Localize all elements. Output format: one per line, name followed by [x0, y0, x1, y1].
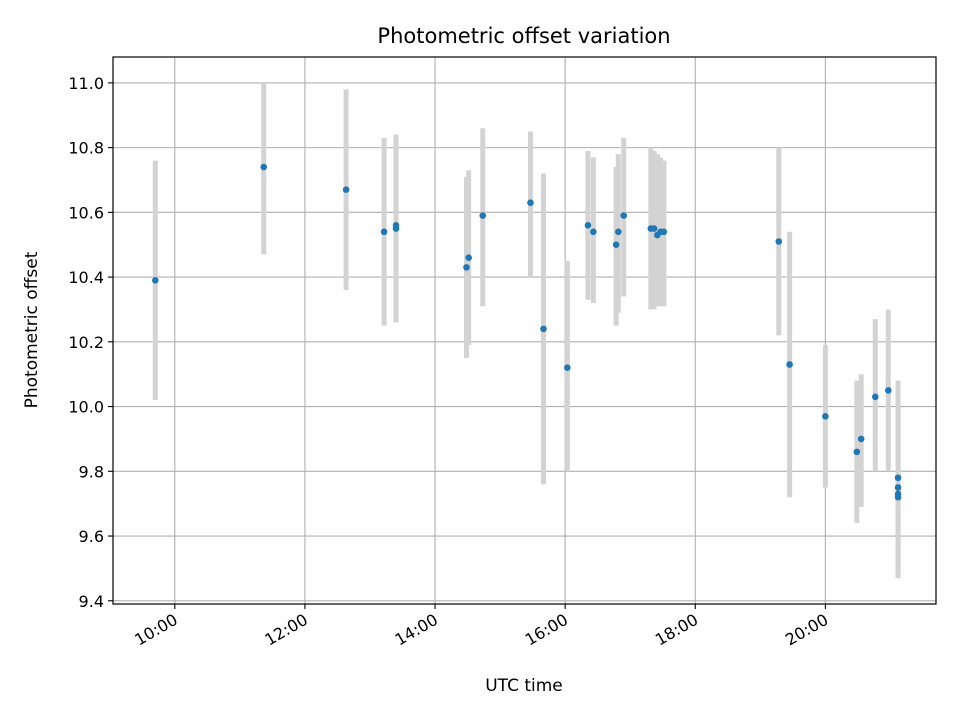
y-tick-label: 10.6 [68, 203, 104, 222]
y-tick-label: 9.4 [79, 592, 104, 611]
error-bars [152, 82, 901, 579]
data-points [151, 163, 902, 501]
x-tick-label: 14:00 [392, 610, 441, 650]
data-point [151, 277, 159, 284]
data-point [342, 186, 350, 194]
data-point [894, 493, 902, 501]
data-point [564, 364, 571, 372]
data-point [465, 254, 472, 261]
data-point [584, 222, 592, 229]
x-tick-label: 12:00 [261, 610, 310, 650]
chart-title: Photometric offset variation [377, 24, 670, 48]
plot-frame [112, 56, 937, 605]
data-point [380, 228, 388, 236]
data-point [822, 412, 829, 420]
data-point [884, 387, 892, 394]
y-axis: 9.4 9.6 9.8 10.0 10.2 10.4 10.6 10.8 11.0 [68, 74, 113, 611]
x-tick-label: 16:00 [522, 610, 571, 650]
y-tick-label: 10.8 [68, 139, 104, 158]
data-point [463, 264, 470, 271]
data-point [894, 474, 902, 482]
data-point [479, 212, 487, 219]
data-point [786, 361, 793, 368]
data-point [871, 393, 879, 401]
data-point [540, 325, 547, 333]
y-axis-label: Photometric offset [22, 251, 42, 408]
data-point [392, 225, 400, 232]
y-tick-label: 11.0 [68, 74, 104, 93]
data-point [894, 484, 902, 491]
x-axis: 10:00 12:00 14:00 16:00 18:00 20:00 [131, 604, 831, 649]
data-point [614, 228, 622, 236]
data-point [853, 448, 861, 456]
data-point [775, 238, 783, 245]
x-tick-label: 20:00 [782, 610, 831, 650]
data-point [620, 212, 628, 219]
y-tick-label: 10.4 [68, 268, 104, 287]
grid-lines [113, 57, 936, 604]
data-point [260, 163, 268, 171]
x-tick-label: 18:00 [652, 610, 701, 650]
x-tick-label: 10:00 [131, 610, 180, 650]
data-point [527, 199, 534, 206]
x-axis-label: UTC time [485, 676, 563, 696]
data-point [612, 241, 620, 249]
y-tick-label: 9.8 [79, 462, 104, 481]
data-point [590, 228, 597, 236]
y-tick-label: 10.2 [68, 333, 104, 352]
data-point [650, 225, 658, 232]
data-point [857, 435, 865, 443]
y-tick-label: 9.6 [79, 527, 104, 546]
y-tick-label: 10.0 [68, 398, 104, 417]
data-point [660, 228, 668, 236]
